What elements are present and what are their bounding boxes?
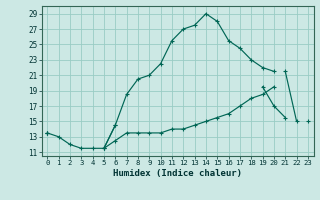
X-axis label: Humidex (Indice chaleur): Humidex (Indice chaleur) [113,169,242,178]
